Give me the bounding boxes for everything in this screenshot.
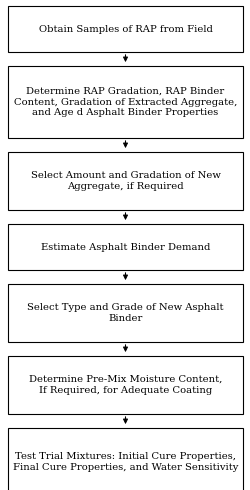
Text: Determine Pre-Mix Moisture Content,
If Required, for Adequate Coating: Determine Pre-Mix Moisture Content, If R… (29, 375, 221, 395)
Text: Obtain Samples of RAP from Field: Obtain Samples of RAP from Field (38, 24, 212, 33)
Bar (8, 356, 242, 414)
Text: Test Trial Mixtures: Initial Cure Properties,
Final Cure Properties, and Water S: Test Trial Mixtures: Initial Cure Proper… (13, 452, 237, 472)
Text: Select Amount and Gradation of New
Aggregate, if Required: Select Amount and Gradation of New Aggre… (30, 171, 220, 191)
Bar (8, 224, 242, 270)
Text: Estimate Asphalt Binder Demand: Estimate Asphalt Binder Demand (41, 243, 209, 251)
Text: Select Type and Grade of New Asphalt
Binder: Select Type and Grade of New Asphalt Bin… (27, 303, 223, 323)
Bar (8, 284, 242, 342)
Bar (8, 6, 242, 52)
Bar (8, 428, 242, 490)
Bar (8, 152, 242, 210)
Text: Determine RAP Gradation, RAP Binder
Content, Gradation of Extracted Aggregate,
a: Determine RAP Gradation, RAP Binder Cont… (14, 87, 236, 117)
Bar (8, 66, 242, 138)
